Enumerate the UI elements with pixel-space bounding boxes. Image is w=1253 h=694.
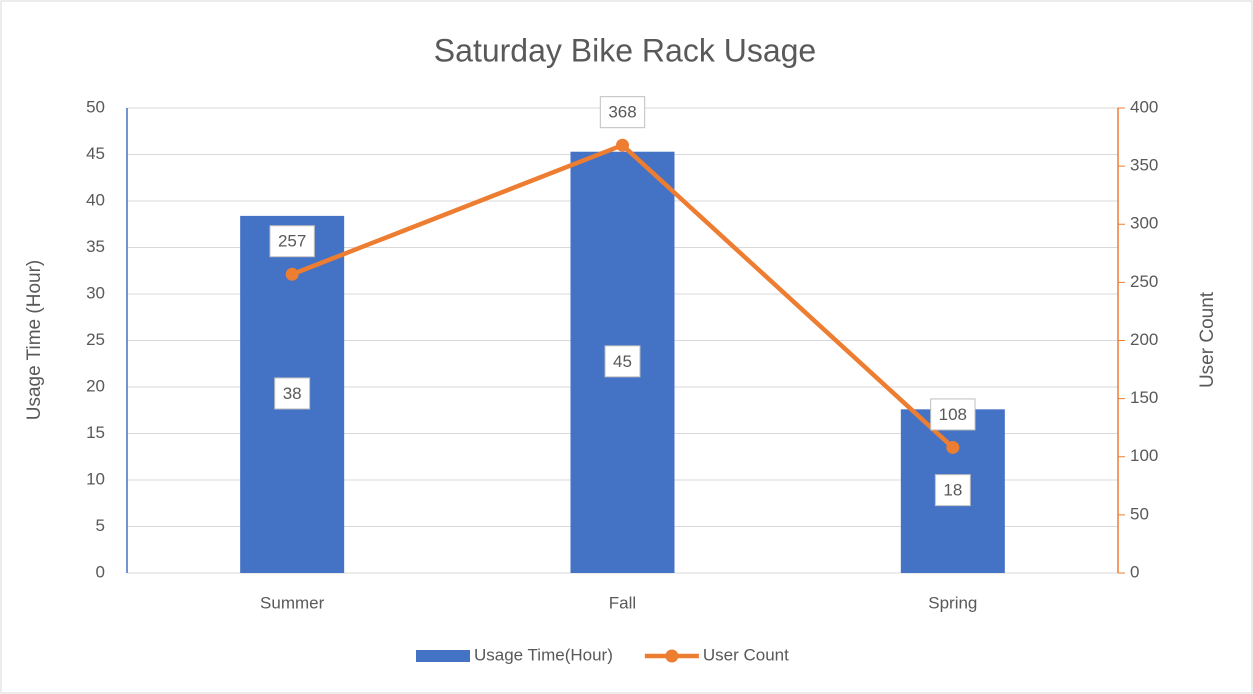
y2-tick-label: 400: [1130, 97, 1158, 116]
x-tick-label: Spring: [928, 593, 977, 612]
y2-tick-label: 150: [1130, 388, 1158, 407]
chart-title: Saturday Bike Rack Usage: [434, 32, 816, 68]
y2-tick-label: 100: [1130, 446, 1158, 465]
legend-marker: [665, 649, 679, 663]
y2-tick-label: 250: [1130, 272, 1158, 291]
line-data-label-box: [930, 398, 976, 431]
y-tick-label: 15: [86, 423, 105, 442]
bar-data-label: 45: [613, 352, 632, 371]
bar-data-label: 38: [283, 384, 302, 403]
y-axis-label: Usage Time (Hour): [24, 260, 45, 421]
legend-label: User Count: [703, 645, 789, 664]
line-marker: [946, 440, 960, 454]
line-data-label: 108: [939, 405, 967, 424]
line-data-label-group: 257: [269, 225, 315, 258]
y-tick-label: 35: [86, 237, 105, 256]
bar-data-label-box: [274, 377, 311, 410]
bar-data-label: 18: [943, 481, 962, 500]
line-data-label-group: 108: [930, 398, 976, 431]
line-marker: [285, 267, 299, 281]
y2-axis-label: User Count: [1197, 291, 1218, 388]
line-data-label-group: 368: [599, 96, 646, 129]
bar-data-label-group: 18: [934, 474, 971, 507]
x-tick-label: Summer: [260, 593, 325, 612]
y2-tick-label: 0: [1130, 562, 1139, 581]
y-tick-label: 25: [86, 330, 105, 349]
x-tick-label: Fall: [609, 593, 636, 612]
y-tick-label: 20: [86, 376, 105, 395]
line-marker: [616, 138, 629, 152]
line-data-label: 368: [608, 103, 636, 122]
bar-data-label-box: [934, 474, 971, 507]
bar-data-label-group: 38: [274, 377, 311, 410]
y2-tick-label: 350: [1130, 156, 1158, 175]
y-tick-label: 40: [86, 190, 105, 209]
line-data-label: 257: [278, 232, 306, 251]
y-tick-label: 30: [86, 283, 105, 302]
y-tick-label: 10: [86, 469, 105, 488]
line-data-label-box: [269, 225, 315, 258]
y-tick-label: 45: [86, 144, 105, 163]
line-data-label-box: [599, 96, 646, 129]
y2-tick-label: 300: [1130, 214, 1158, 233]
y2-tick-label: 50: [1130, 504, 1149, 523]
y-tick-label: 50: [86, 97, 105, 116]
bar-data-label-box: [604, 345, 641, 378]
legend-label: Usage Time(Hour): [474, 645, 613, 664]
legend-swatch: [416, 650, 470, 662]
y-tick-label: 5: [96, 516, 105, 535]
y-tick-label: 0: [96, 562, 105, 581]
bar-data-label-group: 45: [604, 345, 641, 378]
y2-tick-label: 200: [1130, 330, 1158, 349]
